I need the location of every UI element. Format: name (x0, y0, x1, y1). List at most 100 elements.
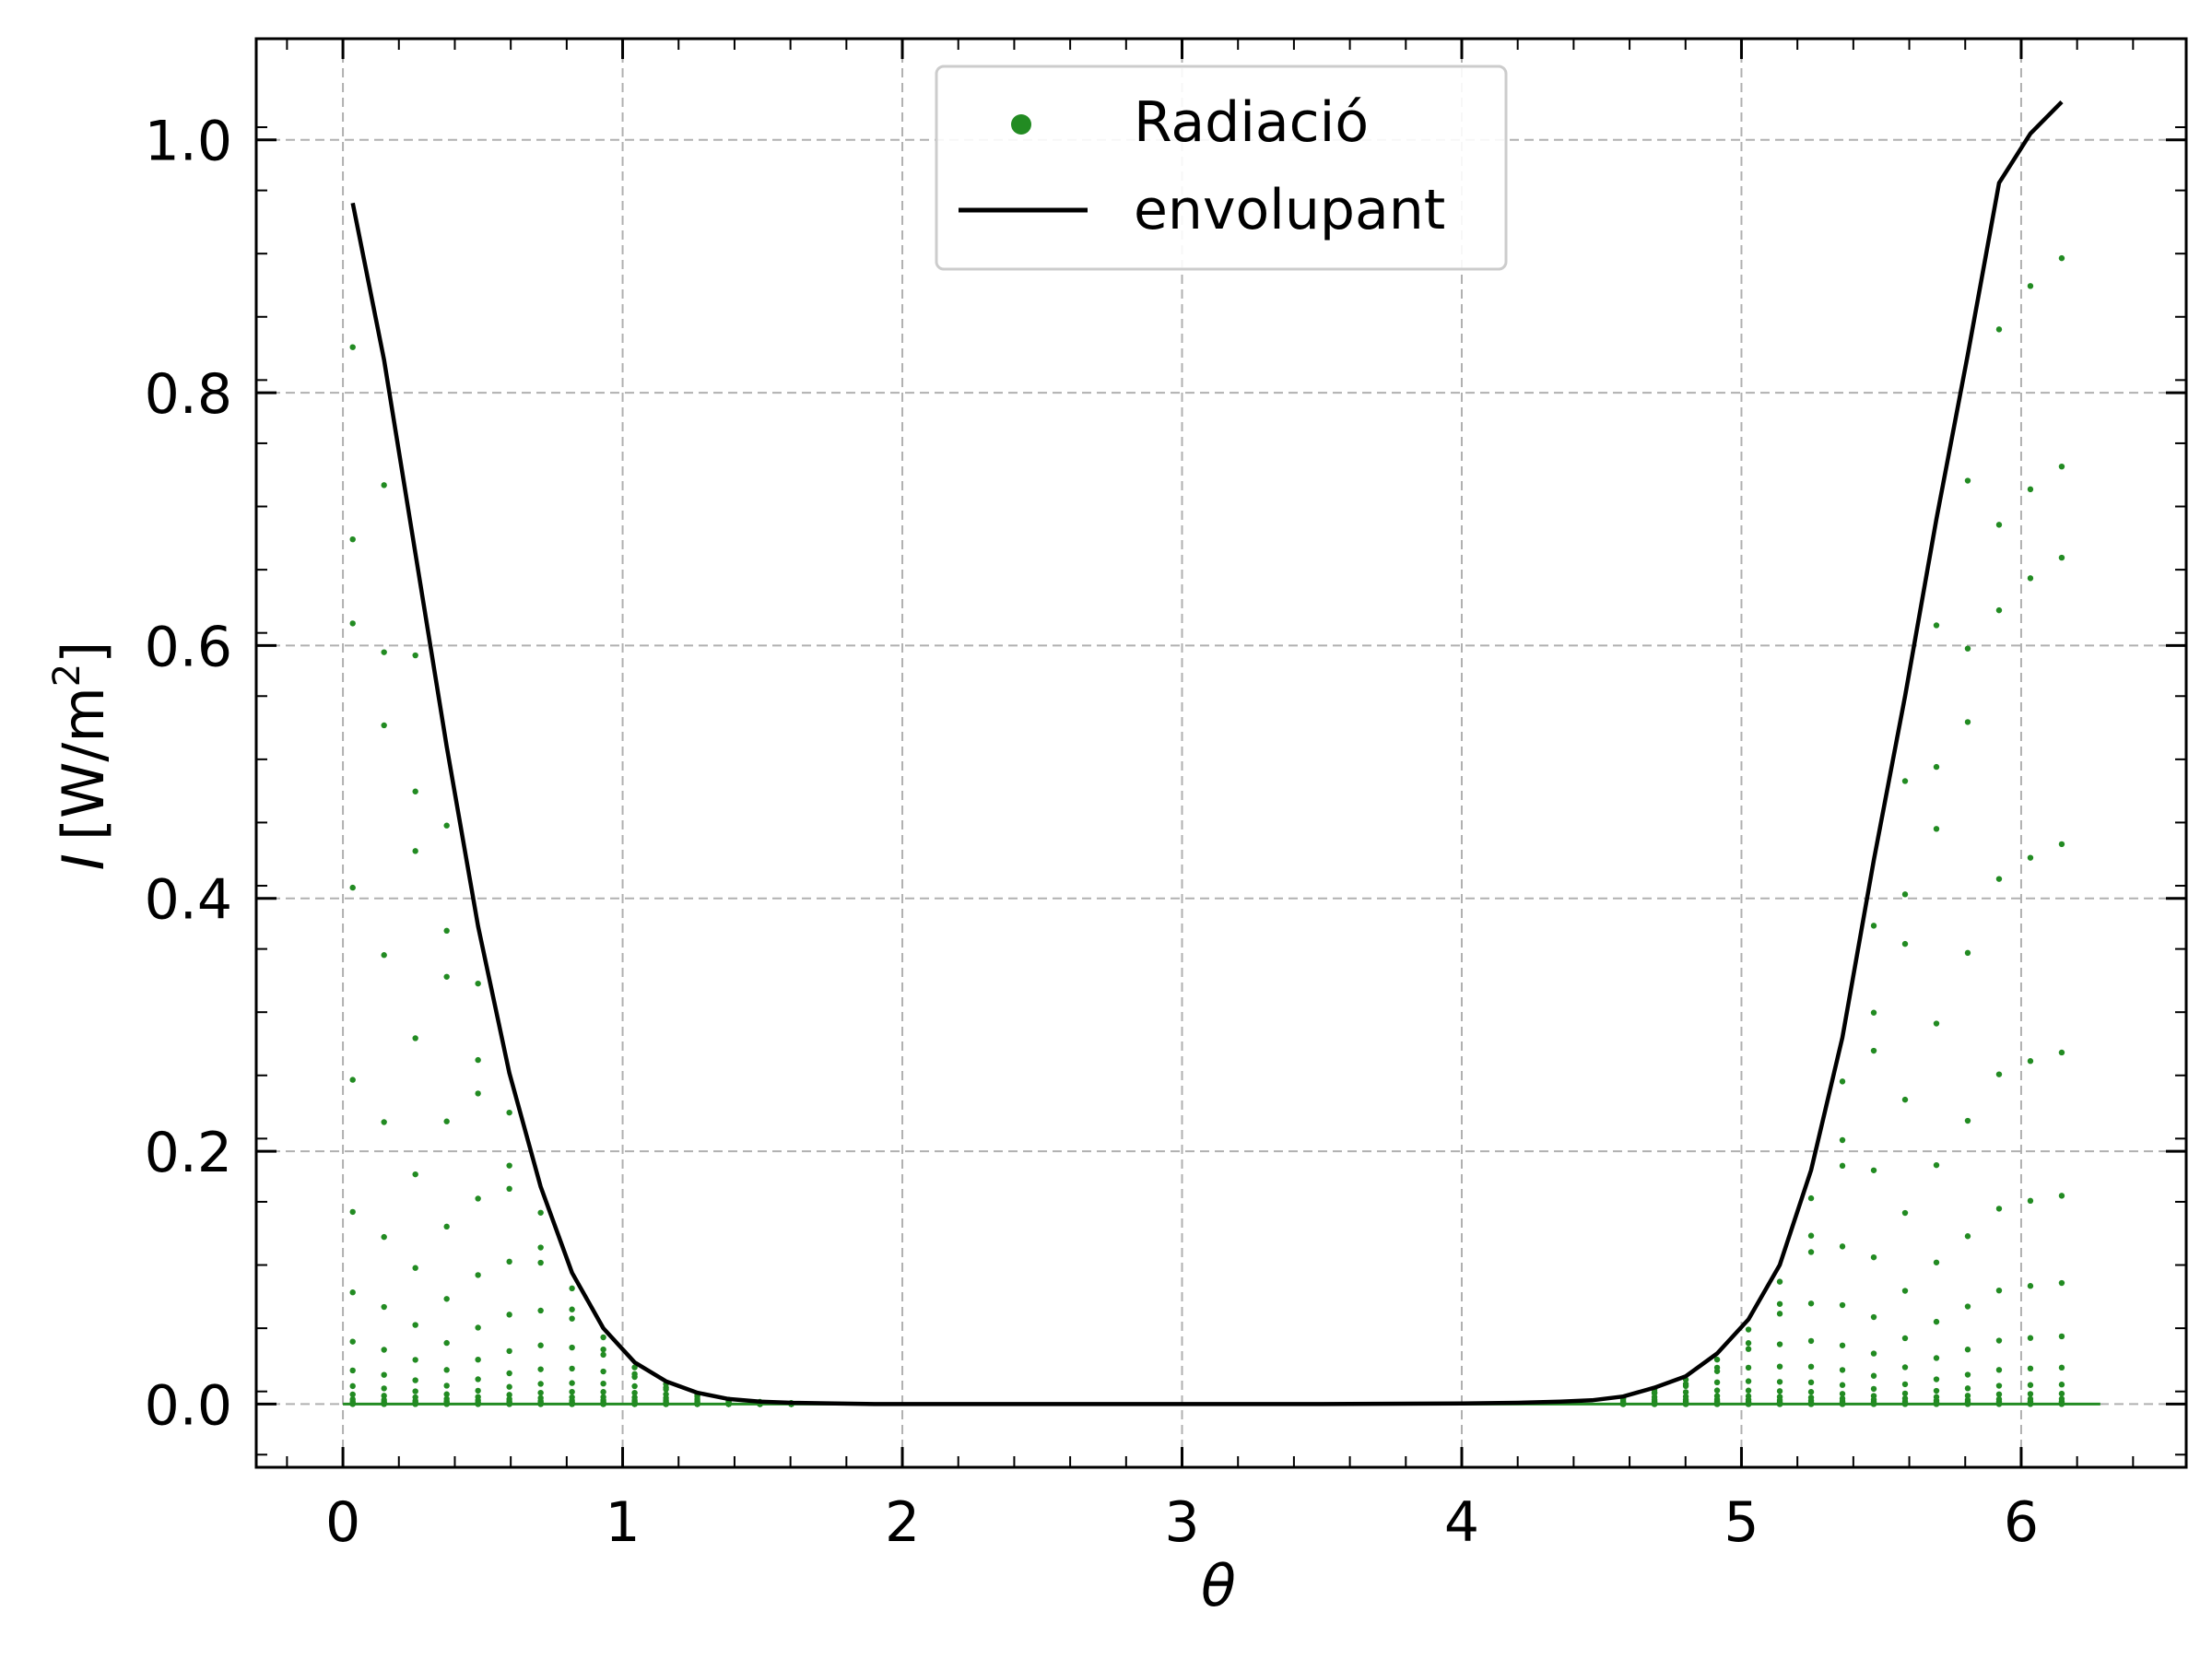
scatter-point (381, 722, 387, 729)
scatter-point (537, 1366, 544, 1372)
y-axis-label: I [W/m2] (46, 641, 117, 871)
scatter-point (537, 1259, 544, 1266)
scatter-point (1964, 1385, 1971, 1392)
scatter-point (443, 1391, 450, 1397)
scatter-point (412, 1265, 418, 1271)
scatter-point (2058, 1382, 2065, 1388)
scatter-point (506, 1162, 512, 1169)
scatter-point (537, 1389, 544, 1396)
scatter-point (1839, 1342, 1846, 1348)
scatter-point (349, 1289, 356, 1296)
scatter-point (1901, 1209, 1909, 1217)
scatter-point (506, 1258, 512, 1265)
scatter-point (1776, 1278, 1783, 1285)
x-tick-label: 1 (605, 1490, 640, 1555)
scatter-point (1807, 1337, 1815, 1345)
y-tick-label: 1.0 (145, 110, 232, 174)
scatter-point (1839, 1136, 1846, 1144)
scatter-point (2058, 1193, 2065, 1199)
scatter-point (600, 1368, 606, 1375)
scatter-point (1745, 1364, 1752, 1371)
scatter-point (2058, 1333, 2065, 1340)
scatter-point (1839, 1078, 1846, 1085)
envelope-series (350, 100, 2064, 1406)
scatter-point (1870, 923, 1877, 929)
scatter-point (1995, 1391, 2003, 1398)
scatter-point (443, 1339, 450, 1347)
tick-labels: 0 1 2 3 4 5 6 0.0 0.2 0.4 0.6 0.8 1.0 (145, 110, 2039, 1555)
scatter-point (381, 1385, 387, 1392)
scatter-point (1870, 1313, 1877, 1321)
scatter-point (1964, 949, 1971, 957)
legend-box (935, 65, 1508, 271)
scatter-point (2027, 1335, 2034, 1341)
scatter-point (1870, 1401, 1877, 1407)
scatter-point (1901, 940, 1909, 947)
scatter-point (349, 344, 356, 350)
scatter-point (1901, 1390, 1909, 1397)
scatter-point (2027, 1197, 2034, 1205)
y-axis-label-unit: [W/m (50, 687, 117, 841)
scatter-point (1713, 1368, 1721, 1374)
scatter-point (1933, 1259, 1940, 1265)
scatter-point (1964, 1401, 1971, 1407)
scatter-point (1776, 1401, 1783, 1407)
x-tick-label: 5 (1724, 1490, 1759, 1555)
scatter-point (2027, 283, 2034, 289)
scatter-point (2058, 841, 2065, 848)
scatter-point (475, 1056, 481, 1064)
scatter-point (381, 1303, 387, 1311)
scatter-point (569, 1315, 575, 1322)
scatter-point (1745, 1387, 1752, 1394)
scatter-point (1745, 1346, 1752, 1352)
scatter-point (537, 1209, 544, 1216)
scatter-point (475, 1272, 481, 1278)
scatter-point (1839, 1367, 1846, 1373)
scatter-point (1776, 1363, 1783, 1370)
scatter-point (506, 1185, 512, 1193)
y-tick-label: 0.2 (145, 1121, 232, 1185)
scatter-point (2058, 1390, 2065, 1397)
scatter-point (381, 1371, 387, 1378)
scatter-point (1807, 1389, 1815, 1395)
scatter-point (1839, 1391, 1846, 1397)
scatter-point (1995, 1071, 2003, 1077)
legend-label-envolupant: envolupant (1134, 178, 1445, 242)
axis-ticks (256, 39, 2186, 1467)
y-tick-label: 0.6 (145, 615, 232, 679)
scatter-point (537, 1244, 544, 1251)
scatter-point (1776, 1379, 1783, 1385)
scatter-point (631, 1382, 638, 1390)
scatter-point (475, 1387, 481, 1394)
scatter-point (1745, 1401, 1752, 1407)
scatter-point (1776, 1311, 1783, 1317)
scatter-point (1901, 1096, 1909, 1103)
scatter-point (506, 1109, 512, 1116)
scatter-point (1964, 1303, 1971, 1310)
scatter-point (1870, 1372, 1877, 1379)
plot-frame (254, 37, 2188, 1469)
x-tick-label: 6 (2004, 1490, 2039, 1555)
x-tick-label: 4 (1444, 1490, 1479, 1555)
scatter-point (2027, 1365, 2034, 1372)
scatter-point (381, 1393, 387, 1399)
scatter-point (2027, 854, 2034, 861)
scatter-point (412, 1171, 418, 1178)
y-axis-label-symbol: I (50, 853, 117, 870)
scatter-point (537, 1342, 544, 1348)
scatter-point (600, 1334, 606, 1341)
scatter-point (2027, 1401, 2034, 1407)
scatter-point (600, 1389, 606, 1395)
scatter-point (506, 1392, 512, 1398)
scatter-point (2027, 1283, 2034, 1289)
scatter-point (1901, 1381, 1909, 1388)
scatter-point (381, 1347, 387, 1353)
scatter-point (349, 1382, 356, 1390)
y-tick-label: 0.4 (145, 868, 232, 933)
scatter-point (663, 1386, 669, 1393)
scatter-point (506, 1347, 512, 1355)
scatter-point (2058, 1279, 2065, 1287)
scatter-point (1995, 1287, 2003, 1294)
scatter-point (569, 1285, 575, 1292)
scatter-point (412, 1377, 418, 1383)
